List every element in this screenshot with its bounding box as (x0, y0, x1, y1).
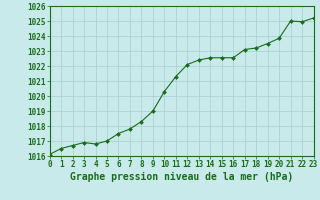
X-axis label: Graphe pression niveau de la mer (hPa): Graphe pression niveau de la mer (hPa) (70, 172, 293, 182)
